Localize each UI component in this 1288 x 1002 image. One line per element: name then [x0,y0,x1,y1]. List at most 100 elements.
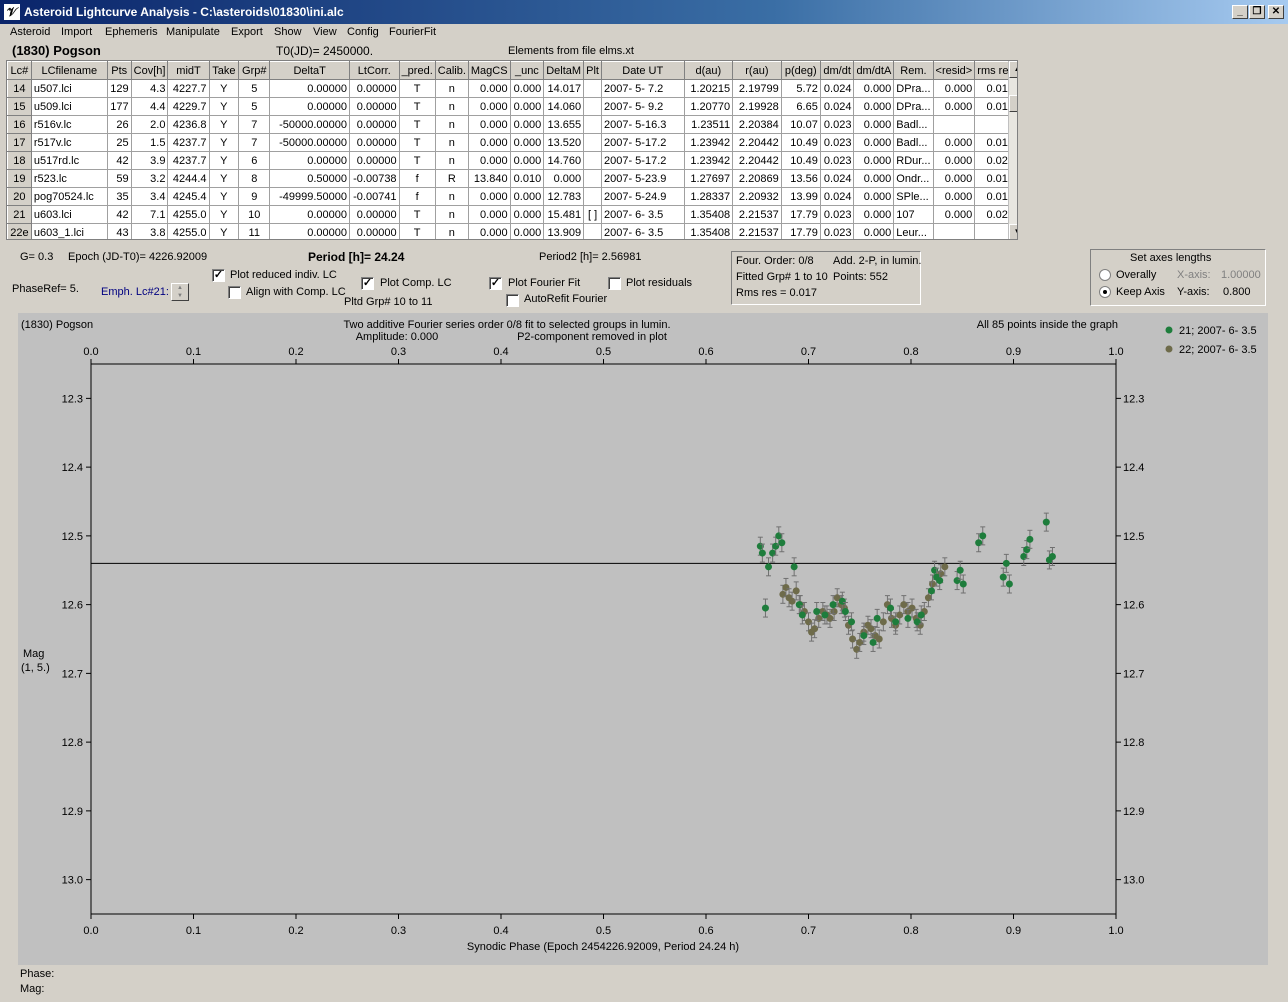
table-cell[interactable]: u517rd.lc [30,151,108,170]
table-cell[interactable]: DPra... [893,97,934,116]
table-cell[interactable]: pog70524.lc [30,187,108,206]
table-cell[interactable]: 4229.7 [167,97,210,116]
table-cell[interactable]: 129 [106,79,132,98]
table-cell[interactable]: u603.lci [30,205,108,224]
table-cell[interactable]: 1.28337 [683,187,734,206]
table-cell[interactable]: 1.20215 [683,79,734,98]
table-scrollbar[interactable]: ▲ ▼ [1008,61,1017,239]
table-cell[interactable]: 0.000 [509,79,545,98]
overally-radio[interactable] [1099,269,1111,281]
x-axis-value[interactable]: 1.00000 [1221,269,1261,281]
table-cell[interactable]: 0.000 [509,223,545,239]
close-button[interactable]: ✕ [1268,5,1284,19]
table-cell[interactable]: 2.21537 [732,205,782,224]
column-header[interactable]: DeltaT [269,61,350,80]
table-cell[interactable]: 1.35408 [683,223,734,239]
table-row[interactable]: 20 pog70524.lc 35 3.4 4245.4 Y 9 -49999.50000 -0… [7,187,1017,206]
row-header[interactable]: 17 [7,133,32,152]
scroll-thumb[interactable] [1009,95,1017,112]
table-cell[interactable]: 1.23942 [683,151,734,170]
table-cell[interactable]: 2.0 [130,115,169,134]
table-row[interactable]: 17 r517v.lc 25 1.5 4237.7 Y 7 -50000.00000 0.000… [7,133,1017,152]
data-point[interactable] [811,625,819,633]
table-cell[interactable]: 0.00000 [269,151,350,170]
table-cell[interactable]: 3.9 [130,151,169,170]
data-point[interactable] [841,608,849,615]
data-point[interactable] [887,604,894,612]
data-point[interactable] [979,532,987,540]
table-cell[interactable]: 0.00000 [269,97,350,116]
table-cell[interactable]: 10.07 [780,115,821,134]
table-cell[interactable]: 0.000 [467,133,511,152]
table-cell[interactable]: 13.520 [543,133,585,152]
table-cell[interactable]: 0.000 [932,151,976,170]
table-cell[interactable] [583,151,602,170]
table-cell[interactable]: 4245.4 [167,187,210,206]
table-cell[interactable]: 0.000 [932,187,976,206]
data-point[interactable] [849,635,857,643]
data-point[interactable] [829,601,837,609]
table-cell[interactable] [583,169,602,188]
table-cell[interactable]: 0.000 [853,205,895,224]
table-cell[interactable]: 2007- 5- 7.2 [600,79,685,98]
table-cell[interactable]: 0.000 [509,97,545,116]
row-header[interactable]: 18 [7,151,32,170]
table-cell[interactable]: 7.1 [130,205,169,224]
plot-fourier-checkbox[interactable]: ✓ [489,277,502,290]
table-cell[interactable]: 4255.0 [167,223,210,239]
data-point[interactable] [941,563,949,571]
data-point[interactable] [879,618,887,626]
row-header[interactable]: 19 [7,169,32,188]
table-cell[interactable]: 3.2 [130,169,169,188]
table-row[interactable]: 22e u603_1.lci 43 3.8 4255.0 Y 11 0.00000 0.0000… [7,223,1017,239]
data-point[interactable] [1002,559,1010,567]
table-cell[interactable]: u507.lci [30,79,108,98]
table-cell[interactable] [583,133,602,152]
table-cell[interactable]: 0.020 [974,151,1017,170]
menu-import[interactable]: Import [61,26,93,38]
table-cell[interactable]: 0.000 [509,133,545,152]
table-cell[interactable]: 0.00000 [348,205,400,224]
spinner-up-icon[interactable]: ▲ [177,285,183,291]
table-cell[interactable]: n [434,223,469,239]
data-point[interactable] [782,583,790,591]
table-cell[interactable]: 2007- 5-23.9 [600,169,685,188]
table-cell[interactable]: 10.49 [780,133,821,152]
menu-export[interactable]: Export [231,26,263,38]
table-cell[interactable] [583,187,602,206]
table-cell[interactable]: 5 [238,79,271,98]
data-point[interactable] [1023,546,1031,554]
data-point[interactable] [908,604,916,612]
row-header[interactable]: 20 [7,187,32,206]
data-point[interactable] [772,542,780,550]
column-header[interactable]: MagCS [467,61,511,80]
table-cell[interactable]: 2.20384 [732,115,782,134]
table-cell[interactable]: 2.21537 [732,223,782,239]
table-cell[interactable]: 0.00000 [348,115,400,134]
table-cell[interactable]: 2007- 5- 9.2 [600,97,685,116]
table-cell[interactable]: Y [208,151,240,170]
table-cell[interactable]: -0.00741 [348,187,400,206]
table-cell[interactable]: 0.000 [853,187,895,206]
table-cell[interactable]: 107 [893,205,934,224]
column-header[interactable]: rms res [974,61,1017,80]
emph-spinner[interactable]: ▲ ▼ [171,283,189,301]
table-cell[interactable]: 8 [238,169,271,188]
plot-comp-checkbox[interactable]: ✓ [361,277,374,290]
table-cell[interactable]: 14.060 [543,97,585,116]
table-cell[interactable]: 0.000 [932,169,976,188]
plot-reduced-checkbox[interactable]: ✓ [212,269,225,282]
table-cell[interactable]: 0.000 [932,133,976,152]
menu-fourierfit[interactable]: FourierFit [389,26,437,38]
column-header[interactable]: <resid> [932,61,976,80]
table-cell[interactable]: 4236.8 [167,115,210,134]
table-cell[interactable]: 17.79 [780,223,821,239]
spinner-down-icon[interactable]: ▼ [177,293,183,299]
column-header[interactable]: Take [208,61,240,80]
column-header[interactable]: _pred. [398,61,436,80]
table-cell[interactable] [583,79,602,98]
table-cell[interactable]: 2007- 5-17.2 [600,133,685,152]
table-cell[interactable]: -0.00738 [348,169,400,188]
